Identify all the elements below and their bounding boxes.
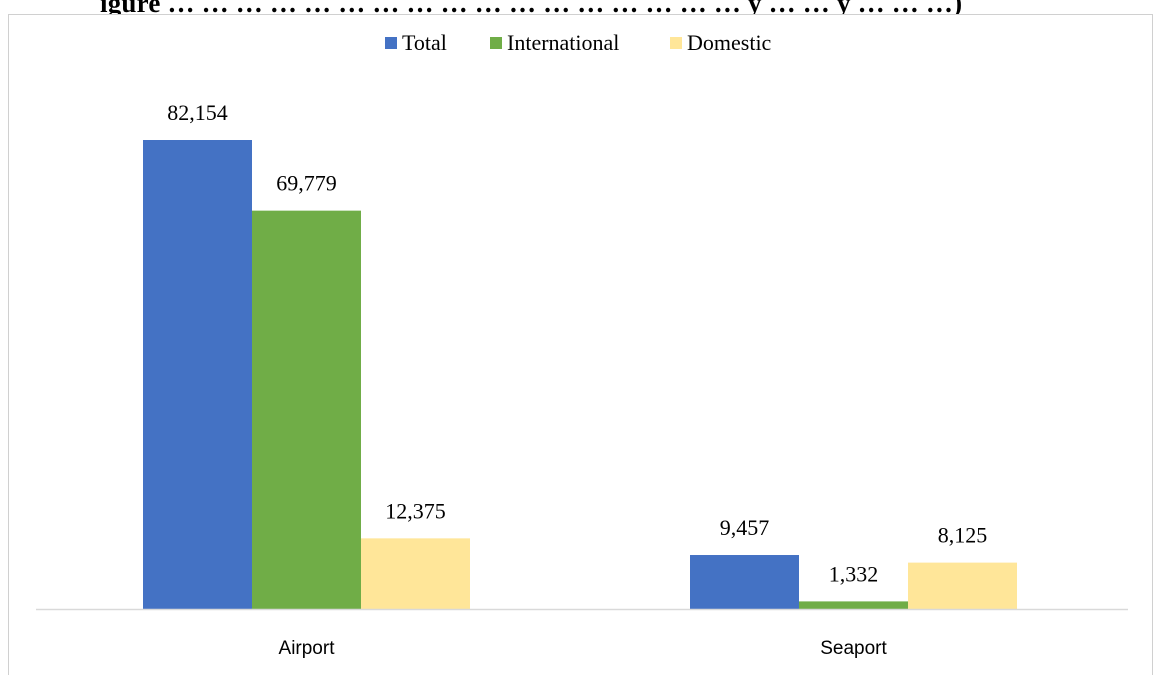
- legend-swatch-total: [385, 37, 397, 49]
- bar-airport-domestic: [361, 538, 470, 609]
- bar-airport-total: [143, 140, 252, 609]
- legend-label-domestic: Domestic: [687, 30, 772, 55]
- legend-swatch-international: [490, 37, 502, 49]
- bar-airport-international: [252, 210, 361, 609]
- data-label-airport-international: 69,779: [276, 171, 337, 196]
- bar-seaport-international: [799, 601, 908, 609]
- bar-seaport-domestic: [908, 562, 1017, 609]
- legend-swatch-domestic: [670, 37, 682, 49]
- category-label-airport: Airport: [279, 638, 336, 659]
- data-label-seaport-total: 9,457: [720, 515, 770, 540]
- data-label-airport-domestic: 12,375: [385, 498, 446, 523]
- legend-label-international: International: [507, 30, 619, 55]
- data-label-airport-total: 82,154: [167, 100, 228, 125]
- chart-title-fragment: igure … … … … … … … … … … … … … … … … … …: [100, 0, 963, 18]
- data-label-seaport-international: 1,332: [829, 561, 879, 586]
- bar-seaport-total: [690, 555, 799, 609]
- data-label-seaport-domestic: 8,125: [938, 523, 988, 548]
- legend-label-total: Total: [402, 30, 447, 55]
- category-label-seaport: Seaport: [820, 638, 887, 659]
